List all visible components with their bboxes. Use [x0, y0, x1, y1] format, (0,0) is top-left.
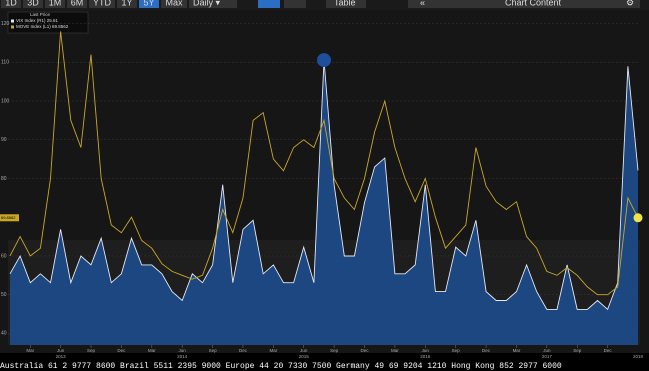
series-line — [9, 31, 639, 296]
frequency-label[interactable]: Daily ▾ — [193, 0, 221, 7]
table-label[interactable]: Table — [334, 0, 356, 7]
x-tick-label: Sep — [87, 348, 96, 353]
frequency-button[interactable] — [189, 0, 237, 8]
range-label[interactable]: 1D — [5, 0, 17, 7]
x-year-label: 2013 — [56, 354, 67, 359]
x-tick-label: Sep — [209, 348, 218, 353]
x-tick-label: Dec — [482, 348, 491, 353]
range-label[interactable]: 1Y — [121, 0, 132, 7]
y-tick-label: 80 — [1, 176, 7, 182]
footer: Australia 61 2 9777 8600 Brazil 5511 239… — [0, 362, 562, 371]
y-tick-label: 120 — [1, 21, 10, 27]
x-tick-label: Mar — [513, 348, 521, 353]
x-tick-label: Jun — [179, 348, 187, 353]
y-tick-label: 40 — [1, 331, 7, 337]
move-last-label: 69.8562 — [1, 215, 16, 220]
y-tick-label: 90 — [1, 137, 7, 143]
move-last-dot — [633, 213, 643, 223]
x-tick-label: Dec — [117, 348, 126, 353]
x-year-label: 2016 — [420, 354, 431, 359]
range-label[interactable]: YTD — [93, 0, 112, 7]
legend-title: Last Price — [30, 12, 51, 17]
vix-peak-dot — [317, 53, 331, 68]
legend-entry: MOVE Index (L1) 69.8562 — [16, 24, 69, 29]
range-label[interactable]: Max — [165, 0, 183, 7]
range-button[interactable] — [23, 0, 43, 8]
x-tick-label: Jun — [300, 348, 308, 353]
x-tick-label: Dec — [361, 348, 370, 353]
legend-swatch — [11, 25, 14, 29]
range-button[interactable] — [161, 0, 187, 8]
series-area — [10, 60, 638, 345]
tool-button[interactable] — [284, 0, 306, 8]
range-button[interactable] — [89, 0, 115, 8]
y-tick-label: 60 — [1, 253, 7, 259]
tool-button[interactable] — [258, 0, 280, 8]
legend-entry: VIX Index (R1) 25.61 — [16, 18, 59, 23]
range-label[interactable]: 1M — [49, 0, 62, 7]
content-button[interactable] — [408, 0, 640, 8]
range-label[interactable]: 6M — [71, 0, 84, 7]
table-button[interactable] — [326, 0, 366, 8]
x-year-label: 2017 — [542, 354, 553, 359]
back-label[interactable]: « — [420, 0, 425, 7]
content-label[interactable]: Chart Content — [505, 0, 562, 7]
x-tick-label: Mar — [26, 348, 34, 353]
x-tick-label: Mar — [269, 348, 277, 353]
y-tick-label: 50 — [1, 292, 7, 298]
x-tick-label: Jun — [57, 348, 65, 353]
x-year-label: 2018 — [633, 354, 644, 359]
x-tick-label: Mar — [148, 348, 156, 353]
toolbar — [0, 0, 649, 10]
range-button[interactable] — [67, 0, 87, 8]
x-tick-label: Jun — [543, 348, 551, 353]
range-button[interactable] — [117, 0, 137, 8]
x-tick-label: Dec — [239, 348, 248, 353]
x-tick-label: Sep — [452, 348, 461, 353]
legend-box — [7, 11, 89, 34]
x-year-label: 2014 — [177, 354, 188, 359]
range-button[interactable] — [139, 0, 159, 8]
x-tick-label: Sep — [330, 348, 339, 353]
y-tick-label: 100 — [1, 98, 10, 104]
settings-label[interactable]: ⚙ — [626, 0, 634, 7]
x-tick-label: Sep — [573, 348, 582, 353]
legend-swatch — [11, 19, 14, 23]
x-tick-label: Dec — [604, 348, 613, 353]
range-label[interactable]: 5Y — [143, 0, 154, 7]
range-label[interactable]: 3D — [27, 0, 39, 7]
range-button[interactable] — [45, 0, 65, 8]
range-button[interactable] — [1, 0, 21, 8]
x-tick-label: Jun — [422, 348, 430, 353]
y-tick-label: 110 — [1, 60, 9, 66]
move-last-tag — [0, 214, 19, 222]
x-tick-label: Mar — [391, 348, 399, 353]
x-year-label: 2015 — [299, 354, 310, 359]
